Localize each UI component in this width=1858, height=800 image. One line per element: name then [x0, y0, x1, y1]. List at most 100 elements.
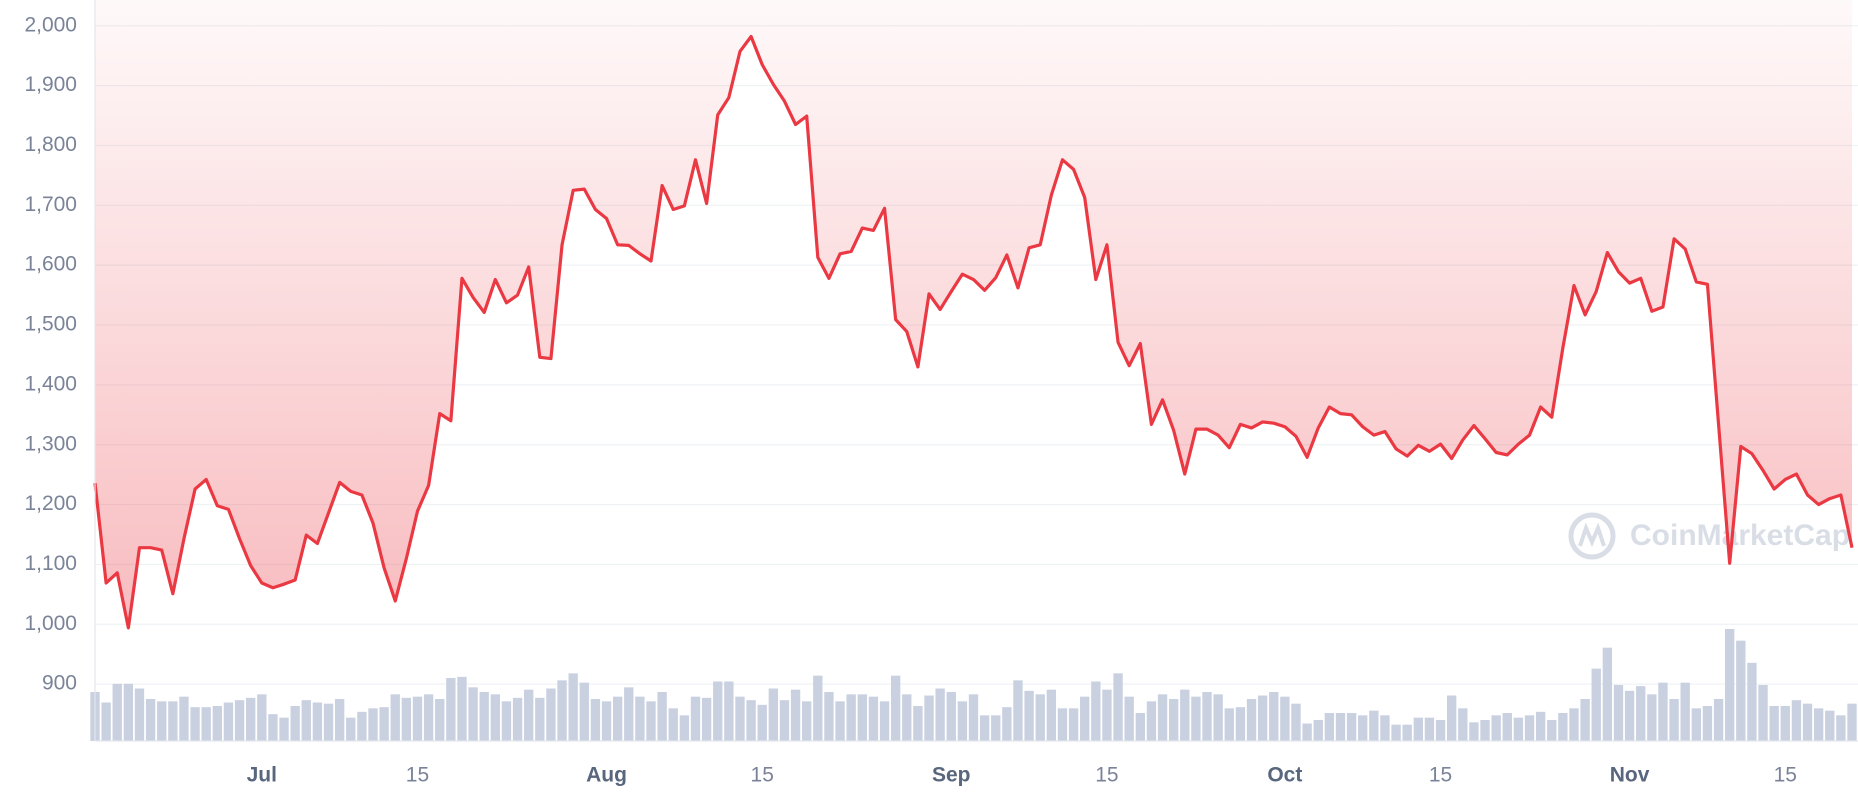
volume-bar [168, 701, 178, 741]
volume-bar [1791, 700, 1802, 741]
volume-bar [701, 697, 712, 741]
volume-bar [246, 697, 256, 741]
volume-bar [957, 701, 968, 741]
volume-bar [868, 696, 879, 741]
volume-bar [1102, 689, 1112, 741]
volume-bar [512, 697, 523, 741]
watermark-logo-mark [1578, 522, 1606, 548]
volume-bar [1135, 713, 1145, 741]
y-tick-label: 2,000 [24, 13, 77, 36]
volume-bar [946, 692, 956, 741]
volume-bar [635, 696, 645, 741]
volume-bar [1335, 713, 1346, 741]
volume-bar [535, 697, 545, 741]
volume-bar [1680, 682, 1690, 741]
volume-bar [1547, 720, 1557, 741]
volume-bar [1847, 703, 1857, 741]
volume-bar [790, 689, 801, 741]
volume-bar [1658, 682, 1668, 741]
volume-bar [557, 680, 567, 741]
volume-bar [1313, 720, 1323, 741]
volume-bar [1358, 715, 1368, 741]
volume-bar [1802, 703, 1813, 741]
volume-bar [323, 703, 334, 741]
volume-bar [1202, 692, 1212, 741]
volume-bar [468, 687, 478, 741]
axes: 900 1,000 1,100 1,200 1,300 1,400 1,500 1,600 1,… [24, 0, 1858, 787]
volume-bar [112, 683, 122, 741]
volume-bar [368, 708, 378, 741]
volume-bar [1558, 713, 1568, 741]
volume-bar [1269, 692, 1279, 741]
volume-bar [979, 715, 990, 741]
volume-bar [145, 699, 156, 741]
watermark: CoinMarketCap [1568, 512, 1850, 560]
volume-bar [1624, 690, 1635, 741]
y-tick-label: 1,800 [24, 133, 77, 156]
volume-bar [1369, 710, 1379, 741]
x-tick-label: 15 [406, 764, 429, 787]
volume-bar [1825, 710, 1835, 741]
volume-bar [902, 694, 912, 741]
volume-bar [1380, 715, 1390, 741]
volume-bar [134, 688, 145, 741]
volume-bar [1402, 724, 1412, 741]
volume-bar [179, 696, 189, 741]
volume-bar [1013, 680, 1023, 741]
volume-bar [379, 707, 389, 741]
volume-bar [802, 701, 812, 741]
volume-bar [1524, 715, 1535, 741]
y-tick-label: 1,600 [24, 253, 77, 276]
volume-bar [346, 717, 356, 741]
volume-bar [1035, 694, 1045, 741]
watermark-logo [1568, 512, 1616, 560]
volume-bar [1080, 696, 1090, 741]
volume-bar [1591, 668, 1601, 741]
volume-bar [924, 695, 934, 741]
volume-bar [1291, 703, 1301, 741]
volume-bar [1413, 717, 1423, 741]
volume-bar [1280, 696, 1290, 741]
y-tick-label: 1,100 [24, 552, 77, 575]
x-tick-label: 15 [1774, 764, 1797, 787]
volume-bar [1180, 689, 1190, 741]
volume-bar [1580, 699, 1590, 741]
volume-bar [1257, 695, 1268, 741]
volume-bar [1435, 720, 1446, 741]
volume-bar [123, 683, 134, 741]
volume-bar [1535, 711, 1546, 741]
volume-bars [90, 629, 1857, 741]
volume-bar [1224, 708, 1234, 741]
volume-bar [1613, 685, 1624, 741]
volume-bar [813, 675, 823, 741]
volume-bar [1836, 715, 1846, 741]
volume-bar [1691, 708, 1701, 741]
volume-bar [624, 687, 634, 741]
volume-bar [1502, 713, 1512, 741]
watermark-text: CoinMarketCap [1630, 519, 1850, 552]
volume-bar [1602, 647, 1613, 741]
y-tick-label: 1,900 [24, 73, 77, 96]
volume-bar [1113, 673, 1123, 741]
volume-bar [1002, 707, 1012, 741]
volume-bar [1747, 662, 1757, 741]
volume-bar [1702, 706, 1713, 741]
volume-bar [1046, 689, 1057, 741]
volume-bar [1246, 699, 1257, 741]
volume-bar [1091, 681, 1101, 741]
volume-bar [1725, 629, 1735, 741]
x-tick-label: Jul [247, 764, 277, 787]
volume-bar [857, 694, 867, 741]
volume-bar [479, 692, 489, 741]
volume-bar [1168, 699, 1179, 741]
y-tick-label: 1,400 [24, 372, 77, 395]
volume-bar [879, 701, 890, 741]
volume-bar [435, 699, 445, 741]
volume-bar [101, 702, 111, 741]
volume-bar [1669, 699, 1679, 741]
price-line [93, 34, 1854, 630]
y-tick-label: 1,200 [24, 492, 77, 515]
volume-bar [312, 702, 323, 741]
